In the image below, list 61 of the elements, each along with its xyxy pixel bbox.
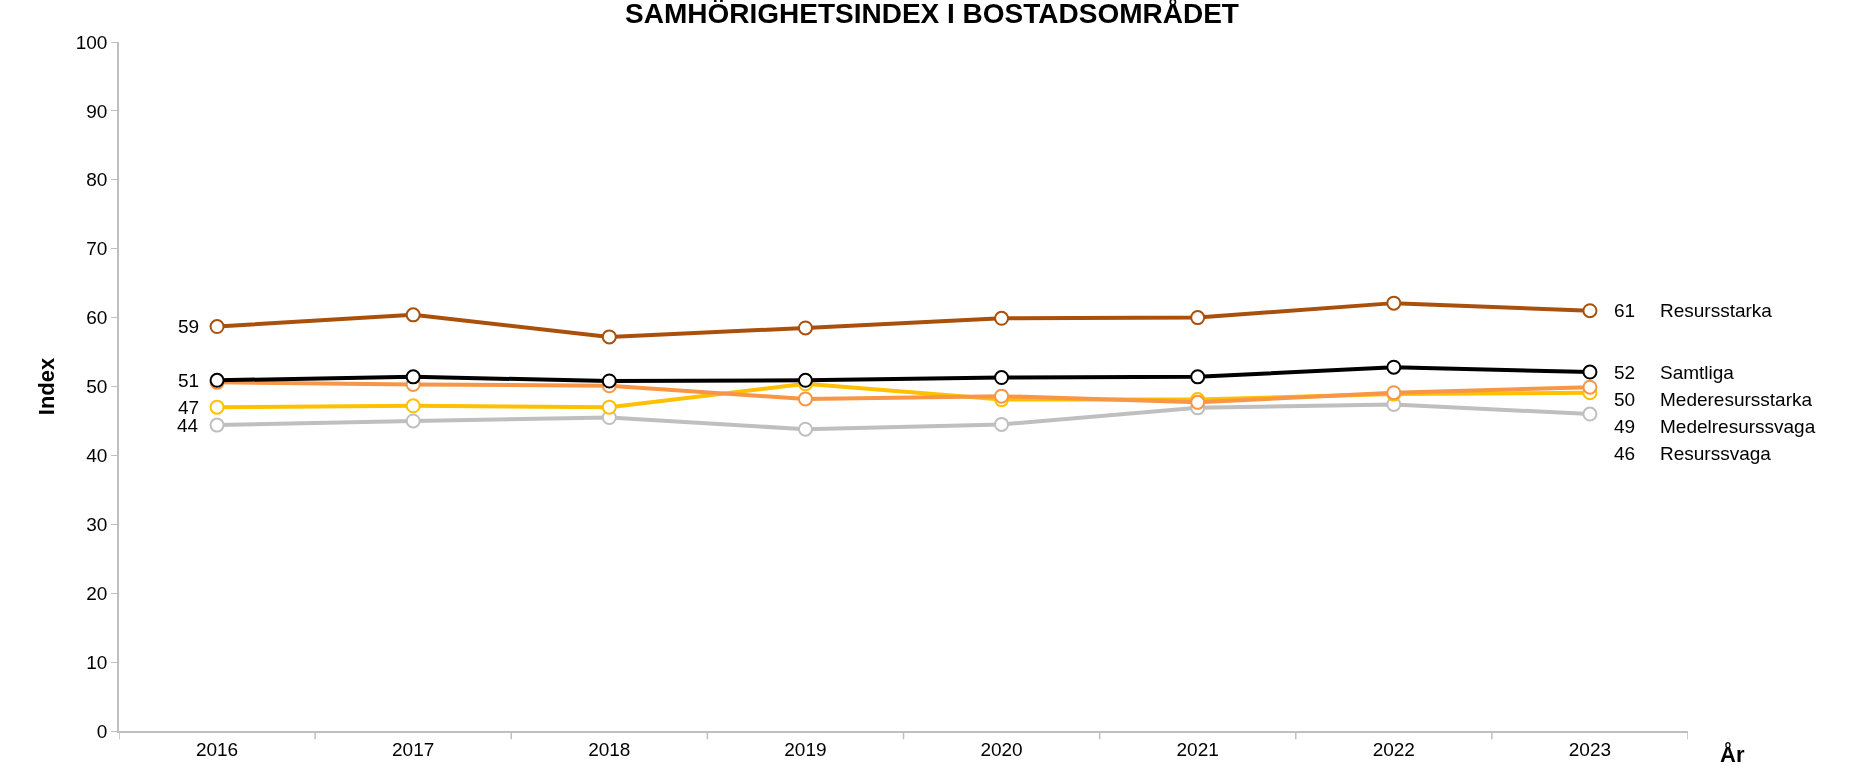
x-tick-label: 2021 (1176, 738, 1219, 760)
x-tick-label: 2016 (195, 738, 239, 760)
point (797, 320, 813, 336)
data-label: 49 (1614, 416, 1636, 437)
text: Mederesursstarka (1660, 389, 1813, 410)
y-tick-label: 70 (86, 238, 108, 260)
y-tick-label: 20 (86, 582, 108, 604)
point (405, 369, 421, 385)
point (405, 413, 421, 429)
point (1190, 369, 1206, 385)
y-tick-label: 100 (75, 31, 108, 53)
y-axis-title: Index (34, 357, 60, 416)
point (797, 372, 813, 388)
data-label: 47 (178, 397, 200, 418)
point (1582, 406, 1598, 422)
point (1582, 364, 1598, 380)
x-tick-label: 2018 (588, 738, 631, 760)
text: Resurssvaga (1660, 443, 1772, 464)
y-tick-label: 80 (86, 169, 108, 191)
x-tick-label: 2022 (1372, 738, 1415, 760)
data-label: 46 (1614, 443, 1636, 464)
x-tick-label: 2017 (392, 738, 435, 760)
y-tick-label: 40 (86, 445, 108, 467)
y-tick-label: 90 (86, 100, 108, 122)
y-tick-label: 10 (86, 651, 108, 673)
point (1582, 379, 1598, 395)
point (1582, 303, 1598, 319)
point (209, 417, 225, 433)
y-tick-label: 30 (86, 513, 108, 535)
point (601, 329, 617, 345)
data-label: 61 (1614, 300, 1636, 321)
text: Resursstarka (1660, 300, 1773, 321)
x-tick-label: 2023 (1568, 738, 1612, 760)
point (405, 398, 421, 414)
x-axis-title: År (1720, 741, 1745, 767)
point (1190, 310, 1206, 326)
x-tick-label: 2020 (980, 738, 1023, 760)
point (209, 399, 225, 415)
y-tick-label: 60 (86, 307, 108, 329)
data-label: 51 (178, 370, 200, 391)
point (1386, 359, 1402, 375)
data-label: 50 (1614, 389, 1636, 410)
x-tick-label: 2019 (784, 738, 827, 760)
point (601, 373, 617, 389)
point (994, 388, 1010, 404)
point (994, 370, 1010, 386)
point (209, 319, 225, 335)
point (601, 399, 617, 415)
point (1386, 295, 1402, 311)
point (797, 421, 813, 437)
point (994, 416, 1010, 432)
y-tick-label: 0 (96, 720, 108, 742)
data-label: 52 (1614, 362, 1636, 383)
text: Medelresurssvaga (1660, 416, 1816, 437)
point (405, 307, 421, 323)
point (797, 391, 813, 407)
data-label: 44 (177, 415, 199, 436)
y-tick-label: 50 (86, 376, 108, 398)
text: Samtliga (1660, 362, 1735, 383)
data-label: 59 (178, 316, 200, 337)
point (994, 310, 1010, 326)
